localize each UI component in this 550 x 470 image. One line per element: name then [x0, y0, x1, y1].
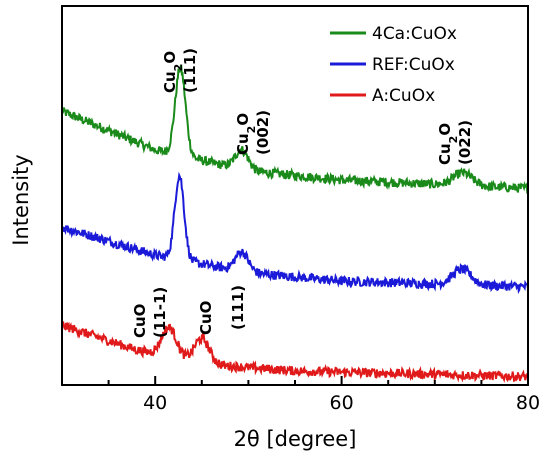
annotation-cuo-111: CuO — [197, 301, 215, 335]
svg-text:(022): (022) — [456, 120, 474, 165]
legend-label-4ca: 4Ca:CuOx — [372, 24, 457, 44]
svg-text:CuO: CuO — [197, 301, 215, 335]
series-lines — [61, 64, 529, 384]
x-axis-label: 2θ [degree] — [234, 427, 357, 451]
x-tick-label: 40 — [143, 392, 167, 414]
x-ticks: 40 60 80 — [61, 376, 540, 414]
annotation-cuo-11-1: CuO (11-1) — [131, 287, 169, 338]
annotation-cu2o-002: Cu2O (002) — [234, 110, 272, 155]
svg-text:(111): (111) — [181, 48, 199, 93]
legend-label-a: A:CuOx — [372, 86, 435, 106]
x-tick-label: 60 — [330, 392, 354, 414]
annotation-cuo-111-hkl: (111) — [229, 285, 247, 330]
annotation-cu2o-111: Cu2O (111) — [161, 48, 199, 93]
svg-text:(11-1): (11-1) — [151, 287, 169, 338]
series-line-2 — [61, 320, 529, 384]
y-axis-label: Intensity — [9, 154, 33, 245]
svg-text:Cu2O: Cu2O — [234, 113, 258, 155]
legend: 4Ca:CuOx REF:CuOx A:CuOx — [330, 24, 457, 106]
svg-text:CuO: CuO — [131, 304, 149, 338]
annotation-cu2o-022: Cu2O (022) — [436, 120, 474, 165]
svg-text:Cu2O: Cu2O — [161, 51, 185, 93]
svg-text:Cu2O: Cu2O — [436, 123, 460, 165]
series-line-0 — [61, 64, 529, 194]
legend-label-ref: REF:CuOx — [372, 55, 455, 75]
x-tick-label: 80 — [516, 392, 540, 414]
series-line-1 — [61, 171, 529, 295]
svg-text:(111): (111) — [229, 285, 247, 330]
svg-text:(002): (002) — [254, 110, 272, 155]
